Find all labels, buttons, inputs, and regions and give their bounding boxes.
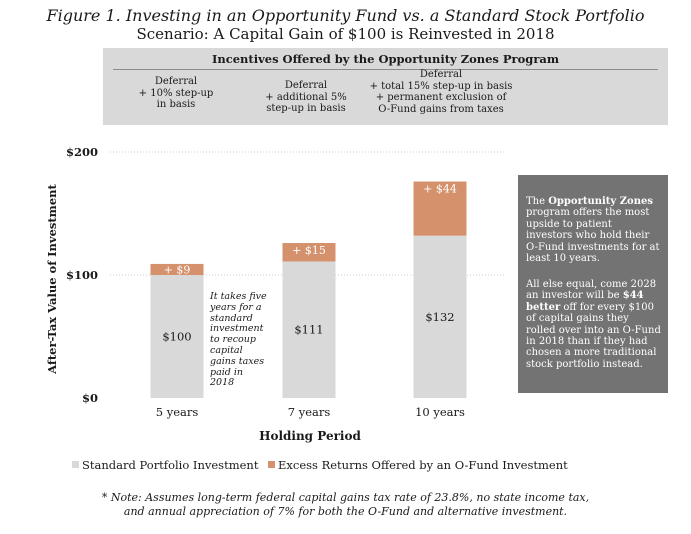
bar-label-standard: $100 bbox=[162, 330, 191, 344]
bar-excess bbox=[282, 243, 336, 262]
bar-label-standard: $132 bbox=[425, 310, 454, 324]
sidebar-callout: The Opportunity Zones program offers the… bbox=[518, 175, 668, 393]
bar-standard bbox=[150, 275, 204, 398]
banner-divider bbox=[113, 69, 658, 70]
bar-label-excess: + $44 bbox=[423, 183, 457, 196]
legend-standard: Standard Portfolio Investment bbox=[72, 458, 258, 472]
banner-title: Incentives Offered by the Opportunity Zo… bbox=[211, 52, 560, 66]
incentives-banner: Incentives Offered by the Opportunity Zo… bbox=[103, 48, 668, 125]
x-tick-label: 10 years bbox=[415, 405, 465, 419]
bar-standard bbox=[413, 235, 467, 398]
y-axis-label: After-Tax Value of Investment bbox=[45, 183, 59, 374]
bar-excess bbox=[150, 263, 204, 275]
footnote: * Note: Assumes long-term federal capita… bbox=[101, 491, 590, 518]
y-tick-label: $100 bbox=[66, 268, 98, 282]
sidebar-paragraph-1: The Opportunity Zones program offers the… bbox=[526, 196, 660, 265]
figure-title: Figure 1. Investing in an Opportunity Fu… bbox=[46, 6, 645, 25]
incentive-5-years: Deferral + 10% step-up in basis bbox=[138, 76, 214, 110]
bar-excess bbox=[413, 181, 467, 236]
legend-standard-swatch bbox=[72, 461, 79, 468]
sidebar-paragraph-2: All else equal, come 2028 an investor wi… bbox=[526, 279, 661, 370]
y-tick-label: $200 bbox=[66, 145, 98, 159]
y-tick-label: $0 bbox=[82, 391, 98, 405]
legend-excess-swatch bbox=[268, 461, 275, 468]
incentive-10-years: Deferral + total 15% step-up in basis + … bbox=[369, 69, 513, 115]
bar-standard bbox=[282, 261, 336, 398]
figure-subtitle: Scenario: A Capital Gain of $100 is Rein… bbox=[136, 25, 555, 43]
x-tick-label: 7 years bbox=[288, 405, 331, 419]
x-tick-label: 5 years bbox=[156, 405, 199, 419]
incentive-7-years: Deferral + additional 5% step-up in basi… bbox=[265, 80, 347, 114]
x-axis-label: Holding Period bbox=[259, 429, 361, 443]
legend-excess: Excess Returns Offered by an O-Fund Inve… bbox=[268, 458, 568, 472]
five-year-note: It takes five years for a standard inves… bbox=[210, 291, 267, 389]
bar-label-standard: $111 bbox=[294, 323, 323, 337]
bar-label-excess: + $9 bbox=[164, 263, 191, 276]
bar-label-excess: + $15 bbox=[292, 244, 326, 257]
